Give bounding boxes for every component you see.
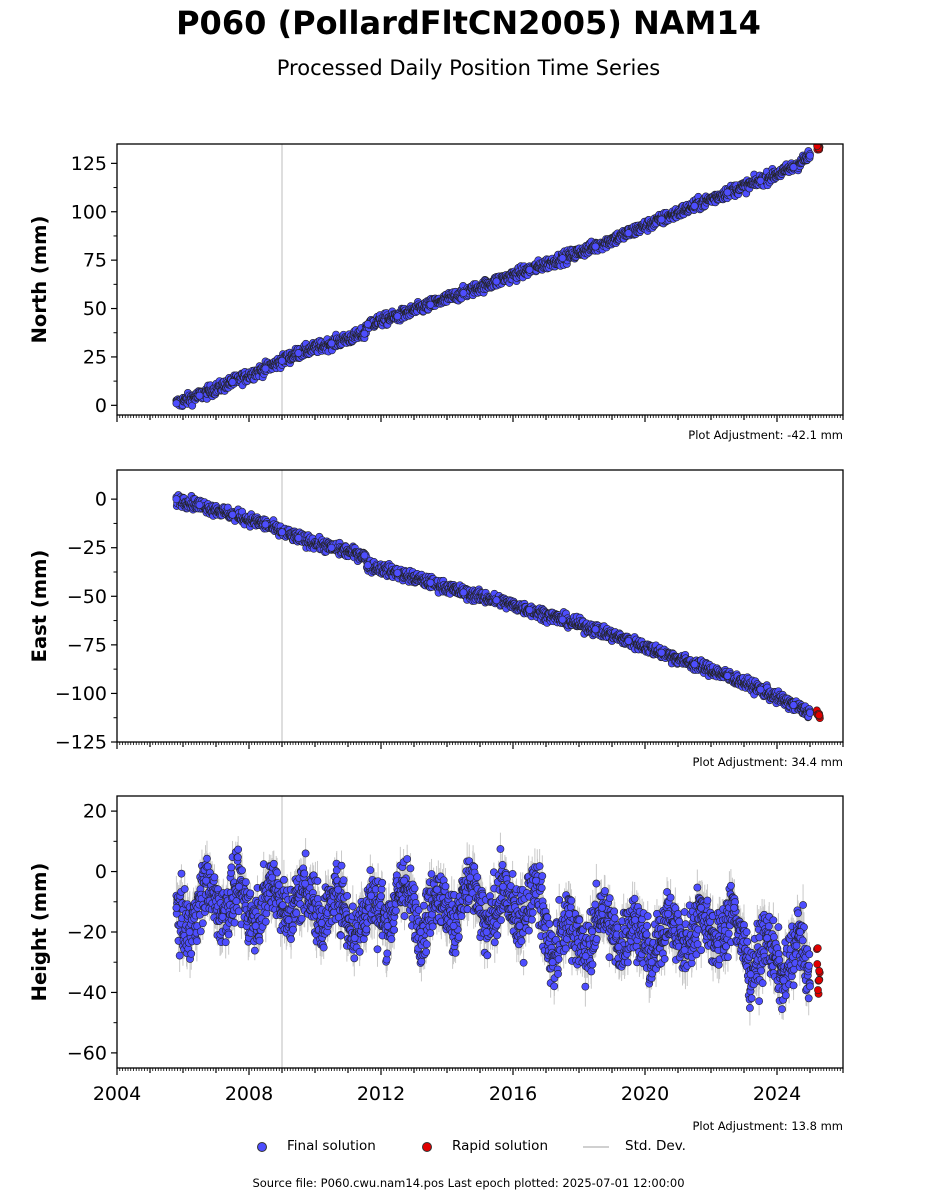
- rapid-points-east: [812, 706, 824, 723]
- final-point: [228, 510, 237, 519]
- panel-north: 0 25 50 75 100 125 North (mm) Plot Adjustment: …: [28, 143, 844, 442]
- final-point: [492, 596, 501, 605]
- final-point: [261, 364, 270, 373]
- plot-adjustment-label: Plot Adjustment: 34.4 mm: [692, 755, 843, 769]
- y-tick-label: −100: [55, 683, 107, 705]
- y-tick-label: 0: [95, 395, 107, 417]
- final-point: [806, 708, 814, 717]
- y-tick-label: 75: [83, 250, 107, 272]
- y-tick-label: −50: [67, 586, 107, 608]
- final-point: [278, 356, 286, 365]
- y-axis-label: North (mm): [28, 216, 51, 344]
- y-tick-label: 125: [71, 153, 107, 175]
- final-point: [228, 378, 237, 386]
- final-point: [294, 349, 303, 357]
- chart-title: P060 (PollardFltCN2005) NAM14: [176, 4, 761, 42]
- final-points-east: [172, 491, 814, 722]
- final-point: [393, 312, 402, 321]
- final-point: [789, 701, 798, 709]
- rapid-points-north: [813, 144, 824, 154]
- final-point: [657, 648, 666, 657]
- final-point: [459, 588, 468, 597]
- y-tick-label: −25: [67, 537, 107, 559]
- final-point: [756, 176, 765, 185]
- plot-area-north: [172, 144, 824, 415]
- final-point: [591, 242, 600, 251]
- y-tick-label: 50: [83, 298, 107, 320]
- final-point: [806, 151, 814, 160]
- final-point: [363, 320, 372, 328]
- final-point: [360, 551, 369, 560]
- plot-area-east: [172, 470, 824, 742]
- final-point: [525, 265, 534, 274]
- final-point: [591, 625, 600, 634]
- final-point: [723, 188, 732, 197]
- y-axis-label: East (mm): [28, 550, 51, 663]
- final-point: [624, 229, 633, 237]
- final-point: [657, 215, 666, 224]
- final-point: [360, 329, 369, 338]
- plot-area-height: [172, 796, 824, 1068]
- y-tick-label: 100: [71, 201, 107, 223]
- final-point: [789, 163, 798, 172]
- plot-adjustment-label: Plot Adjustment: -42.1 mm: [688, 428, 843, 442]
- final-point: [294, 534, 303, 542]
- final-point: [172, 399, 181, 408]
- final-point: [195, 391, 204, 400]
- final-point: [327, 339, 336, 348]
- final-points-north: [172, 147, 814, 411]
- y-tick-label: −75: [67, 634, 107, 656]
- final-point: [690, 202, 699, 210]
- final-point: [756, 685, 765, 694]
- panel-east: 0 −25 −50 −75 −100 −125 East (mm) Plot Adjustme…: [28, 469, 844, 769]
- final-point: [278, 528, 286, 537]
- final-point: [195, 501, 204, 509]
- final-point: [327, 543, 336, 552]
- final-point: [172, 495, 181, 504]
- final-point: [558, 615, 567, 624]
- final-point: [690, 660, 699, 669]
- final-point: [363, 561, 372, 570]
- final-point: [624, 637, 633, 645]
- y-tick-label: 0: [95, 489, 107, 511]
- final-point: [393, 569, 402, 577]
- final-point: [525, 605, 534, 614]
- final-point: [723, 672, 732, 680]
- y-tick-label: 25: [83, 346, 107, 368]
- final-point: [261, 520, 270, 529]
- final-point: [426, 578, 435, 587]
- final-point: [426, 300, 435, 309]
- rapid-point: [815, 711, 823, 720]
- time-series-figure: 0 25 50 75 100 125 North (mm) Plot Adjustment: …: [28, 143, 844, 1133]
- final-point: [492, 277, 501, 286]
- y-tick-label: −125: [55, 732, 107, 754]
- rapid-point: [813, 144, 822, 150]
- final-point: [558, 254, 567, 263]
- final-point: [459, 289, 468, 297]
- chart-subtitle: Processed Daily Position Time Series: [276, 56, 661, 80]
